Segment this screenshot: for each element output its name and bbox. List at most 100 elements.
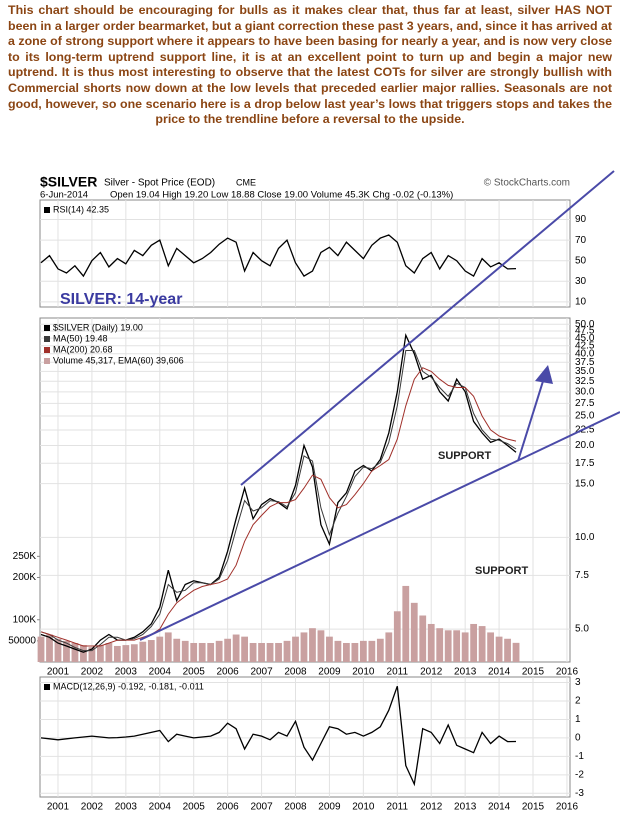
- y-tick-label: 50.0: [575, 319, 595, 330]
- volume-bar: [97, 645, 104, 662]
- volume-bar: [139, 641, 147, 662]
- series-line: [40, 367, 517, 647]
- y2-tick-label: 250K: [13, 551, 37, 562]
- x-tick-label: 2007: [250, 667, 273, 678]
- x-tick-label: 2011: [387, 802, 409, 813]
- legend-swatch: [44, 336, 50, 342]
- volume-bar: [122, 645, 130, 662]
- volume-bar: [164, 632, 172, 662]
- y-tick-label: 70: [575, 235, 587, 246]
- volume-bar: [105, 642, 113, 662]
- volume-bar: [300, 632, 308, 662]
- volume-bar: [410, 602, 418, 662]
- y-tick-label: -2: [575, 769, 584, 780]
- x-tick-label: 2011: [387, 667, 409, 678]
- volume-bar: [232, 634, 240, 662]
- x-tick-label: 2013: [454, 667, 477, 678]
- volume-bar: [393, 611, 401, 662]
- y2-tick-label: 200K: [13, 572, 37, 583]
- volume-bar: [512, 642, 520, 662]
- volume-bar: [147, 640, 155, 662]
- volume-bar: [130, 644, 138, 662]
- volume-bar: [173, 638, 181, 662]
- volume-bar: [368, 640, 376, 662]
- y-tick-label: 15.0: [575, 478, 595, 489]
- volume-bar: [71, 642, 79, 662]
- x-tick-label: 2016: [556, 667, 579, 678]
- series-line: [40, 234, 517, 278]
- x-tick-label: 2002: [81, 667, 104, 678]
- x-tick-label: 2009: [318, 802, 341, 813]
- y-tick-label: 35.0: [575, 366, 595, 377]
- y-tick-label: 40.0: [575, 348, 595, 359]
- volume-bar: [46, 634, 53, 662]
- x-tick-label: 2006: [217, 667, 240, 678]
- volume-bar: [113, 645, 121, 662]
- volume-bar: [419, 615, 427, 662]
- x-tick-label: 2003: [115, 667, 138, 678]
- volume-bar: [292, 636, 299, 662]
- y-tick-label: 32.5: [575, 376, 595, 387]
- volume-bar: [309, 628, 316, 662]
- legend-label: MACD(12,26,9) -0.192, -0.181, -0.011: [53, 681, 204, 691]
- volume-bar: [495, 636, 503, 662]
- commentary: This chart should be encouraging for bul…: [8, 3, 612, 127]
- volume-bar: [427, 623, 435, 662]
- y-tick-label: 27.5: [575, 398, 595, 409]
- volume-bar: [343, 642, 350, 662]
- volume-bar: [275, 642, 282, 662]
- volume-bar: [326, 636, 333, 662]
- x-tick-label: 2008: [284, 667, 307, 678]
- y-tick-label: -3: [575, 788, 584, 799]
- volume-bar: [444, 630, 452, 662]
- volume-bar: [478, 626, 486, 662]
- legend-label: RSI(14) 42.35: [53, 204, 109, 214]
- x-tick-label: 2015: [522, 667, 545, 678]
- x-tick-label: 2001: [47, 802, 70, 813]
- x-tick-label: 2005: [183, 667, 206, 678]
- annotation: SILVER: 14-year: [60, 291, 182, 308]
- y-tick-label: 10.0: [575, 532, 595, 543]
- y-tick-label: 22.5: [575, 425, 595, 436]
- y-tick-label: 30: [575, 276, 587, 287]
- date: 6-Jun-2014: [40, 190, 88, 201]
- volume-bar: [241, 636, 248, 662]
- annotation: SUPPORT: [475, 565, 528, 577]
- panel-frame: [39, 317, 571, 663]
- y2-tick-label: 50000: [8, 636, 36, 647]
- volume-bar: [224, 638, 232, 662]
- x-tick-label: 2014: [488, 802, 511, 813]
- y-tick-label: 17.5: [575, 458, 595, 469]
- volume-bar: [258, 642, 265, 662]
- volume-bar: [402, 585, 410, 662]
- volume-bar: [207, 642, 215, 662]
- y-tick-label: 47.5: [575, 326, 595, 337]
- x-tick-label: 2007: [250, 802, 273, 813]
- x-tick-label: 2012: [420, 667, 443, 678]
- legend-label: $SILVER (Daily) 19.00: [53, 322, 143, 332]
- volume-bar: [504, 638, 511, 662]
- header: $SILVER Silver - Spot Price (EOD) CME © …: [40, 174, 570, 201]
- legend-label: Volume 45,317, EMA(60) 39,606: [53, 355, 184, 365]
- series-line: [40, 350, 517, 652]
- volume-bar: [317, 630, 325, 662]
- y-tick-label: 7.5: [575, 570, 589, 581]
- arrow-head: [535, 365, 553, 384]
- volume-bar: [54, 638, 62, 662]
- volume-bar: [359, 640, 367, 662]
- x-tick-label: 2010: [352, 667, 375, 678]
- y-tick-label: 3: [575, 677, 581, 688]
- y-tick-label: 25.0: [575, 411, 595, 422]
- series-line: [40, 685, 517, 787]
- y-tick-label: 2: [575, 696, 581, 707]
- x-tick-label: 2006: [217, 802, 240, 813]
- upper-trendline: [240, 170, 615, 486]
- x-tick-label: 2005: [183, 802, 206, 813]
- exchange: CME: [236, 177, 256, 187]
- legend-swatch: [44, 207, 50, 213]
- source: © StockCharts.com: [484, 178, 570, 189]
- x-tick-label: 2003: [115, 802, 138, 813]
- x-tick-label: 2002: [81, 802, 104, 813]
- volume-bar: [376, 638, 384, 662]
- lower-trendline: [139, 411, 620, 641]
